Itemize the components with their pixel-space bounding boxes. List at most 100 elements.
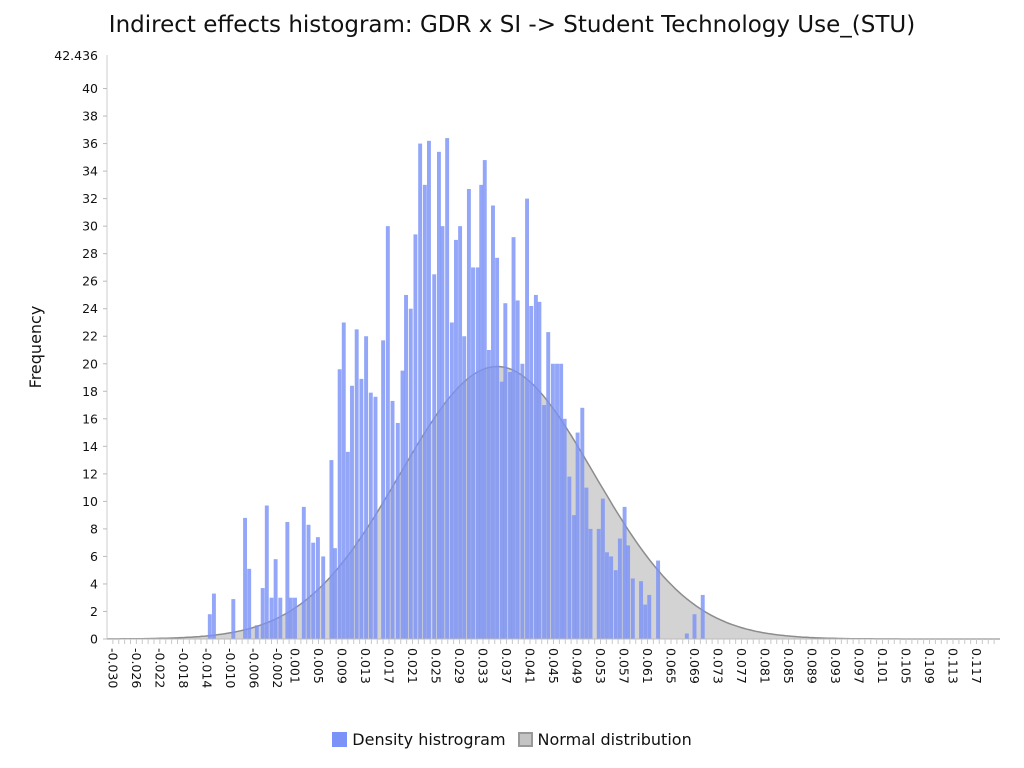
histogram-bar[interactable] xyxy=(341,322,346,639)
legend-item-normal[interactable]: Normal distribution xyxy=(517,730,692,749)
histogram-bar[interactable] xyxy=(332,548,337,639)
histogram-bar[interactable] xyxy=(426,140,431,639)
histogram-bar[interactable] xyxy=(700,594,705,639)
histogram-bar[interactable] xyxy=(390,400,395,639)
histogram-bar[interactable] xyxy=(546,332,551,639)
histogram-bar[interactable] xyxy=(306,524,311,639)
histogram-bar[interactable] xyxy=(626,545,631,639)
histogram-bar[interactable] xyxy=(354,329,359,639)
histogram-bar[interactable] xyxy=(211,593,216,639)
histogram-bar[interactable] xyxy=(301,506,306,639)
histogram-bar[interactable] xyxy=(359,378,364,639)
histogram-bar[interactable] xyxy=(525,198,530,639)
histogram-bar[interactable] xyxy=(508,372,512,639)
histogram-bar[interactable] xyxy=(408,308,413,639)
histogram-bar[interactable] xyxy=(630,578,635,639)
histogram-bar[interactable] xyxy=(475,267,480,639)
histogram-bar[interactable] xyxy=(491,205,495,640)
histogram-bar[interactable] xyxy=(692,614,697,639)
histogram-bar[interactable] xyxy=(479,184,484,640)
histogram-bar[interactable] xyxy=(639,581,643,639)
histogram-bar[interactable] xyxy=(567,476,572,639)
histogram-bar[interactable] xyxy=(580,407,585,639)
histogram-bar[interactable] xyxy=(588,528,593,639)
histogram-bar[interactable] xyxy=(400,370,405,639)
histogram-bar[interactable] xyxy=(243,517,248,639)
histogram-bar[interactable] xyxy=(273,559,278,639)
histogram-bar[interactable] xyxy=(499,381,504,639)
histogram-bar[interactable] xyxy=(321,556,326,639)
histogram-bar[interactable] xyxy=(432,274,437,639)
histogram-bar[interactable] xyxy=(555,363,559,639)
histogram-bar[interactable] xyxy=(381,340,386,639)
histogram-bar[interactable] xyxy=(247,568,252,639)
histogram-bar[interactable] xyxy=(458,226,463,639)
histogram-bar[interactable] xyxy=(260,588,265,639)
histogram-bar[interactable] xyxy=(436,151,441,639)
histogram-bar[interactable] xyxy=(364,336,369,639)
histogram-bar[interactable] xyxy=(413,234,418,639)
histogram-bar[interactable] xyxy=(404,294,408,639)
histogram-bar[interactable] xyxy=(511,237,516,639)
histogram-bar[interactable] xyxy=(449,322,454,639)
histogram-bar[interactable] xyxy=(575,432,580,639)
histogram-bar[interactable] xyxy=(562,418,567,639)
histogram-bar[interactable] xyxy=(418,143,423,639)
histogram-bar[interactable] xyxy=(559,363,564,639)
histogram-bar[interactable] xyxy=(337,369,342,639)
histogram-bar[interactable] xyxy=(278,597,283,639)
histogram-bar[interactable] xyxy=(605,552,609,639)
histogram-bar[interactable] xyxy=(368,392,373,639)
histogram-bar[interactable] xyxy=(495,257,500,639)
histogram-bar[interactable] xyxy=(373,396,378,639)
histogram-bar[interactable] xyxy=(520,363,525,639)
histogram-bar[interactable] xyxy=(613,570,618,639)
histogram-bar[interactable] xyxy=(482,160,487,639)
histogram-bar[interactable] xyxy=(395,422,400,639)
histogram-bar[interactable] xyxy=(385,226,390,639)
histogram-bar[interactable] xyxy=(288,597,293,639)
histogram-bar[interactable] xyxy=(445,138,450,639)
histogram-bar[interactable] xyxy=(537,301,542,639)
histogram-bar[interactable] xyxy=(466,188,471,640)
histogram-bar[interactable] xyxy=(542,405,547,639)
x-tick-label: -0.022 xyxy=(152,648,167,688)
histogram-bar[interactable] xyxy=(422,184,427,640)
legend-item-density[interactable]: Density histrogram xyxy=(332,730,506,749)
histogram-bar[interactable] xyxy=(533,294,538,639)
histogram-bar[interactable] xyxy=(315,537,320,639)
histogram-bar[interactable] xyxy=(231,599,236,639)
histogram-bar[interactable] xyxy=(254,625,259,639)
histogram-bar[interactable] xyxy=(486,350,491,639)
histogram-bar[interactable] xyxy=(596,528,601,639)
histogram-bar[interactable] xyxy=(293,597,297,639)
histogram-bar[interactable] xyxy=(684,633,689,640)
histogram-bar[interactable] xyxy=(350,385,354,639)
histogram-bar[interactable] xyxy=(264,505,269,639)
histogram-bar[interactable] xyxy=(643,604,648,639)
histogram-bar[interactable] xyxy=(572,515,577,639)
histogram-bar[interactable] xyxy=(269,597,274,639)
histogram-bar[interactable] xyxy=(462,336,467,639)
histogram-bar[interactable] xyxy=(329,460,334,639)
histogram-bar[interactable] xyxy=(311,542,316,639)
histogram-bar[interactable] xyxy=(285,522,290,639)
histogram-bar[interactable] xyxy=(656,560,661,639)
histogram-bar[interactable] xyxy=(584,487,589,639)
histogram-bar[interactable] xyxy=(440,226,445,639)
histogram-bar[interactable] xyxy=(207,614,212,639)
histogram-bar[interactable] xyxy=(647,594,652,639)
histogram-bar[interactable] xyxy=(454,239,458,639)
legend-swatch-normal xyxy=(517,732,533,747)
histogram-bar[interactable] xyxy=(471,267,475,639)
histogram-bar[interactable] xyxy=(617,538,622,639)
histogram-bar[interactable] xyxy=(622,506,627,639)
histogram-bar[interactable] xyxy=(503,303,508,639)
histogram-bar[interactable] xyxy=(515,300,520,639)
histogram-bar[interactable] xyxy=(550,363,555,639)
legend-label-normal: Normal distribution xyxy=(537,730,692,749)
histogram-bar[interactable] xyxy=(600,498,605,639)
histogram-bar[interactable] xyxy=(529,305,534,639)
histogram-bar[interactable] xyxy=(609,556,614,639)
histogram-bar[interactable] xyxy=(345,451,350,639)
